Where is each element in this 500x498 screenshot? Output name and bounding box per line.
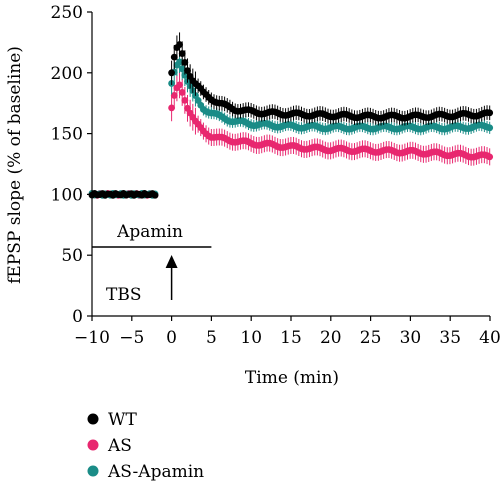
y-axis-title: fEPSP slope (% of baseline) <box>5 46 25 284</box>
series-as <box>88 71 494 199</box>
data-point <box>151 191 159 199</box>
stim-arrow-head <box>165 255 178 268</box>
legend-marker <box>87 465 99 477</box>
x-tick-label: −10 <box>74 328 110 348</box>
data-point <box>181 96 189 104</box>
y-tick-label: 150 <box>51 125 83 145</box>
series-as-apamin <box>88 51 494 199</box>
y-tick-label: 50 <box>61 246 83 266</box>
legend-item: AS <box>87 436 132 456</box>
data-point <box>170 53 178 61</box>
y-tick-label: 100 <box>51 185 83 205</box>
drug-label: Apamin <box>116 222 183 242</box>
x-tick-label: 15 <box>280 328 302 348</box>
data-point <box>168 69 176 77</box>
legend-marker <box>87 439 99 451</box>
x-axis-title: Time (min) <box>245 368 339 388</box>
x-tick-label: 30 <box>400 328 422 348</box>
y-axis: 0 50 100 150 200 250 <box>51 3 93 327</box>
x-tick-label: 35 <box>439 328 461 348</box>
y-tick-label: 0 <box>72 307 83 327</box>
legend-label: AS <box>107 436 132 456</box>
legend-label: AS-Apamin <box>107 462 204 482</box>
legend: WT AS AS-Apamin <box>87 410 204 482</box>
data-point <box>170 92 178 99</box>
annotations: Apamin TBS <box>92 222 212 305</box>
x-tick-label: 25 <box>360 328 382 348</box>
data-point <box>184 67 191 74</box>
data-point <box>486 109 494 117</box>
data-layer <box>88 32 494 199</box>
legend-marker <box>87 413 99 425</box>
data-point <box>178 89 186 96</box>
x-tick-label: 20 <box>320 328 342 348</box>
x-tick-label: 10 <box>240 328 262 348</box>
series-wt <box>88 32 494 199</box>
legend-item: WT <box>87 410 137 430</box>
y-tick-label: 250 <box>51 3 83 23</box>
legend-item: AS-Apamin <box>87 462 204 482</box>
data-point <box>178 65 186 73</box>
data-point <box>176 81 183 89</box>
data-point <box>486 124 494 132</box>
data-point <box>168 104 176 112</box>
x-axis: −10 −5 0 5 10 15 20 25 30 35 40 <box>74 315 500 348</box>
y-tick-label: 200 <box>51 64 83 84</box>
stim-label: TBS <box>106 285 141 305</box>
x-tick-label: 40 <box>479 328 500 348</box>
data-point <box>181 59 189 66</box>
legend-label: WT <box>108 410 137 430</box>
data-point <box>176 58 183 66</box>
x-tick-label: 5 <box>206 328 217 348</box>
data-point <box>176 41 183 48</box>
x-tick-label: −5 <box>119 328 144 348</box>
x-tick-label: 0 <box>166 328 177 348</box>
data-point <box>486 153 494 161</box>
data-point <box>178 50 186 57</box>
